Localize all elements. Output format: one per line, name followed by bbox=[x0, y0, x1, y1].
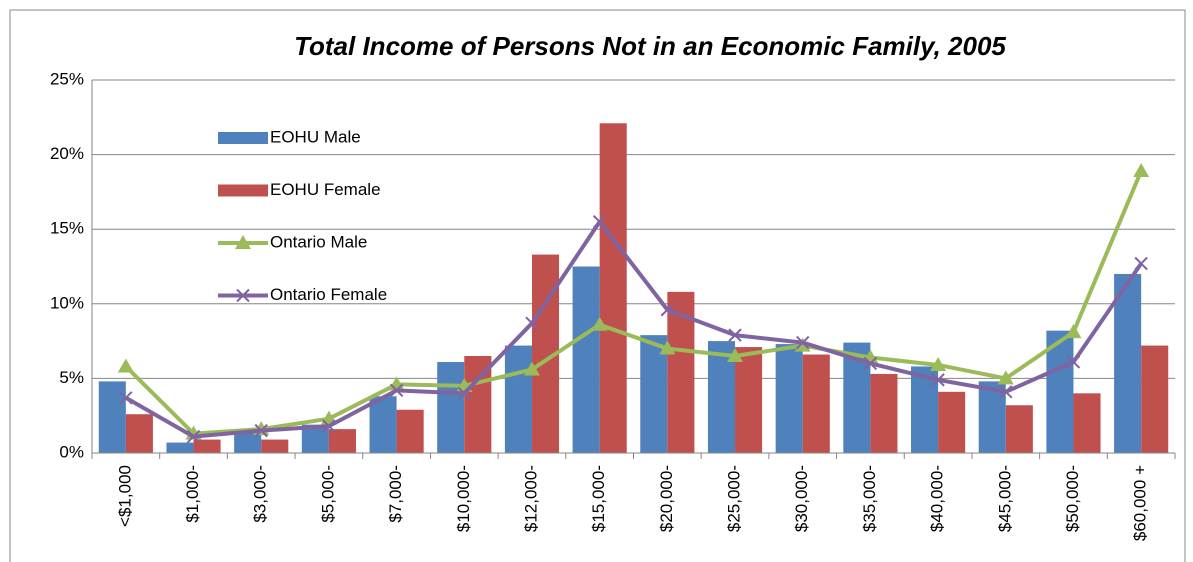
bar bbox=[328, 429, 356, 453]
legend-label: Ontario Female bbox=[270, 285, 387, 304]
marker bbox=[728, 328, 742, 342]
legend-swatch bbox=[218, 184, 268, 197]
y-tick-label: 0% bbox=[59, 442, 84, 461]
bar bbox=[396, 409, 424, 453]
marker bbox=[659, 340, 676, 355]
bar bbox=[1114, 273, 1142, 453]
x-tick-label: $20,000- bbox=[657, 465, 676, 532]
legend-marker bbox=[235, 235, 251, 249]
x-tick-label: $15,000- bbox=[589, 465, 608, 532]
marker bbox=[119, 391, 133, 405]
marker bbox=[930, 356, 947, 371]
legend-label: EOHU Male bbox=[270, 127, 361, 146]
marker bbox=[1065, 324, 1082, 339]
marker bbox=[591, 316, 608, 331]
bar bbox=[640, 335, 668, 453]
bar bbox=[938, 391, 966, 453]
marker bbox=[999, 385, 1013, 399]
marker bbox=[117, 358, 134, 373]
x-tick-label: $30,000- bbox=[792, 465, 811, 532]
x-tick-label: $35,000- bbox=[860, 465, 879, 532]
marker bbox=[1066, 355, 1081, 369]
x-tick-label: $1,000- bbox=[183, 465, 202, 523]
bar bbox=[870, 373, 898, 453]
legend-label: Ontario Male bbox=[270, 232, 367, 251]
marker bbox=[523, 361, 540, 376]
bar bbox=[775, 344, 803, 453]
bar bbox=[193, 439, 221, 453]
marker bbox=[457, 386, 471, 401]
x-tick-label: $10,000- bbox=[454, 465, 473, 532]
y-tick-label: 5% bbox=[59, 368, 84, 387]
x-tick-label: $3,000- bbox=[251, 465, 270, 523]
chart-title: Total Income of Persons Not in an Econom… bbox=[294, 31, 1006, 61]
bar bbox=[1005, 405, 1033, 453]
legend-label: EOHU Female bbox=[270, 180, 381, 199]
y-tick-label: 10% bbox=[50, 293, 84, 312]
bar bbox=[572, 266, 600, 453]
bar bbox=[166, 442, 194, 453]
marker bbox=[525, 316, 539, 330]
marker bbox=[997, 370, 1014, 385]
bar bbox=[1141, 345, 1169, 453]
marker bbox=[796, 335, 810, 350]
bar bbox=[735, 347, 763, 453]
marker bbox=[931, 373, 945, 387]
bar bbox=[234, 430, 262, 453]
marker bbox=[254, 423, 268, 438]
bar bbox=[369, 396, 397, 453]
marker bbox=[1133, 163, 1150, 178]
bar bbox=[802, 354, 830, 453]
bar bbox=[437, 361, 465, 453]
x-tick-label: <$1,000 bbox=[115, 465, 134, 527]
y-tick-label: 20% bbox=[50, 144, 84, 163]
legend-swatch bbox=[218, 132, 268, 144]
marker bbox=[727, 348, 744, 363]
x-tick-label: $50,000- bbox=[1063, 465, 1082, 532]
x-tick-label: $25,000- bbox=[725, 465, 744, 532]
marker bbox=[322, 419, 336, 433]
bar bbox=[504, 345, 532, 453]
x-tick-label: $5,000- bbox=[318, 465, 337, 523]
bar bbox=[599, 123, 627, 453]
bar bbox=[1046, 330, 1074, 453]
marker bbox=[389, 383, 404, 398]
line bbox=[124, 170, 1144, 436]
bar bbox=[125, 414, 153, 453]
x-tick-label: $60,000 + bbox=[1131, 465, 1150, 541]
x-tick-label: $45,000- bbox=[995, 465, 1014, 532]
bar bbox=[978, 381, 1006, 453]
x-tick-label: $12,000- bbox=[521, 465, 540, 532]
bar bbox=[911, 366, 939, 453]
bar bbox=[261, 439, 289, 453]
legend-marker bbox=[236, 288, 250, 303]
marker bbox=[592, 215, 607, 229]
y-tick-label: 25% bbox=[50, 69, 84, 88]
bar bbox=[98, 381, 126, 453]
bar bbox=[1073, 393, 1101, 453]
marker bbox=[186, 429, 201, 444]
marker bbox=[1134, 256, 1148, 271]
x-tick-label: $40,000- bbox=[928, 465, 947, 532]
y-tick-label: 15% bbox=[50, 219, 84, 238]
marker bbox=[863, 356, 878, 371]
x-tick-label: $7,000- bbox=[386, 465, 405, 523]
line bbox=[124, 219, 1143, 439]
marker bbox=[660, 303, 675, 317]
